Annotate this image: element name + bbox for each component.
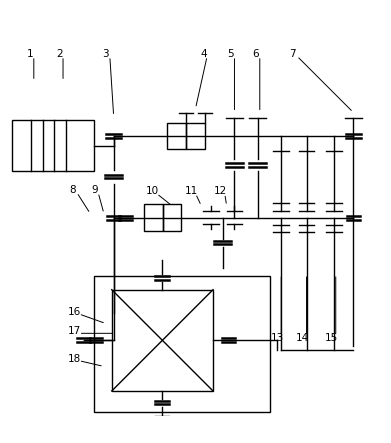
Bar [94,276,269,412]
Bar [13,120,94,171]
Text: 13: 13 [271,334,284,343]
Text: 5: 5 [227,49,234,59]
Text: 3: 3 [102,49,109,59]
Text: 14: 14 [296,334,309,343]
Text: 6: 6 [253,49,259,59]
Text: 4: 4 [200,49,206,59]
Text: 1: 1 [27,49,33,59]
Text: 2: 2 [56,49,63,59]
Bar [112,290,213,391]
Text: 10: 10 [146,186,159,196]
Text: 16: 16 [68,307,81,317]
Text: 15: 15 [325,334,339,343]
Text: 17: 17 [68,326,81,336]
Text: 8: 8 [70,185,76,195]
Text: 7: 7 [290,49,296,59]
Bar [144,204,163,231]
Text: 18: 18 [68,354,81,364]
Text: 12: 12 [214,186,228,196]
Bar [186,123,205,149]
Text: 9: 9 [91,185,97,195]
Bar [163,204,181,231]
Text: 11: 11 [185,186,198,196]
Bar [167,123,186,149]
